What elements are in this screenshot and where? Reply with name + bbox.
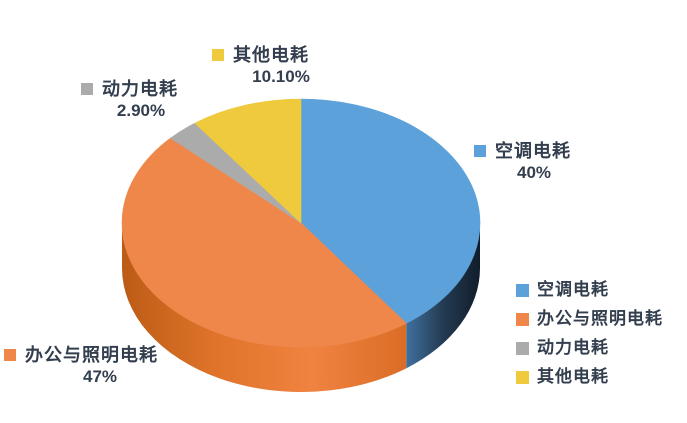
pie-side-wall-1 [122,223,407,393]
legend-swatch-icon [516,312,529,326]
legend-label: 动力电耗 [537,338,609,357]
callout-label: 办公与照明电耗 [25,345,158,365]
legend-item-ac-power: 空调电耗 [516,281,663,299]
legend-label: 办公与照明电耗 [537,309,663,328]
callout-label: 动力电耗 [102,79,178,99]
legend-swatch-icon [516,370,529,384]
legend-label: 空调电耗 [537,280,609,299]
legend: 空调电耗 办公与照明电耗 动力电耗 其他电耗 [516,281,663,397]
legend-swatch-icon [516,341,529,355]
callout-office-lighting-power: 办公与照明电耗 47% [4,344,175,387]
pie-side-wall-0 [406,223,480,369]
legend-item-office-lighting-power: 办公与照明电耗 [516,310,663,328]
legend-swatch-icon [516,283,529,297]
legend-item-dynamic-power: 动力电耗 [516,339,663,357]
callout-value: 47% [82,367,118,386]
pie-slice-3 [194,98,302,224]
pie-slice-0 [300,98,481,324]
office-lighting-bullet-icon [4,349,16,361]
legend-label: 其他电耗 [537,367,609,386]
callout-ac-power: 空调电耗 40% [474,140,573,183]
callout-value: 2.90% [116,101,166,120]
other-power-bullet-icon [212,49,224,61]
legend-item-other-power: 其他电耗 [516,368,663,386]
pie-slice-1 [121,137,407,348]
callout-other-power: 其他电耗 10.10% [212,44,320,87]
callout-value: 40% [516,163,552,182]
dynamic-power-bullet-icon [81,83,93,95]
callout-dynamic-power: 动力电耗 2.90% [81,78,180,121]
callout-label: 其他电耗 [233,45,309,65]
callout-value: 10.10% [252,67,310,86]
ac-power-bullet-icon [474,145,486,157]
callout-label: 空调电耗 [495,141,571,161]
